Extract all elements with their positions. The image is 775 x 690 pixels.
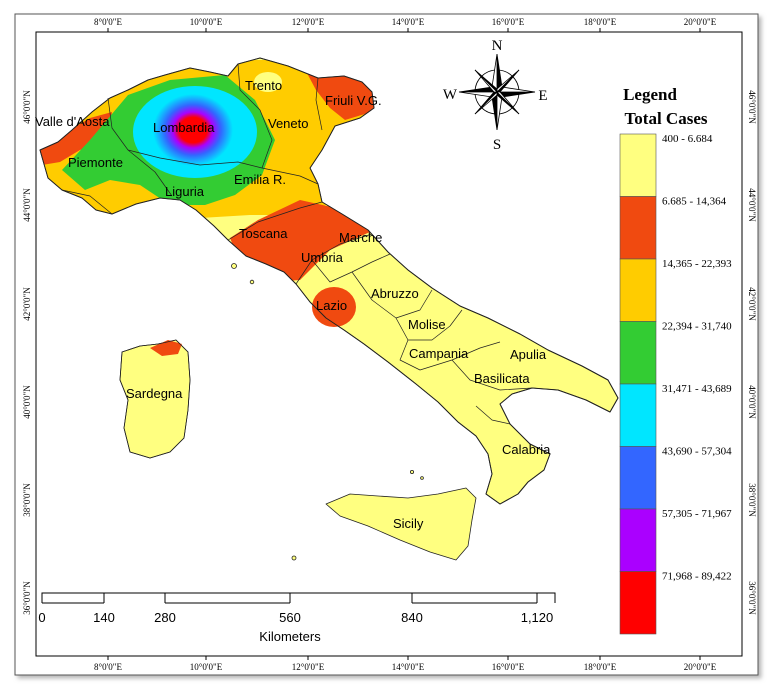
region-label: Valle d'Aosta bbox=[35, 114, 110, 129]
bottom-tick-label: 10°0'0"E bbox=[190, 662, 223, 672]
legend-swatch bbox=[619, 133, 657, 197]
compass-east: E bbox=[538, 88, 547, 104]
top-tick-label: 12°0'0"E bbox=[292, 17, 325, 27]
top-tick-label: 18°0'0"E bbox=[584, 17, 617, 27]
legend-label: 31,471 - 43,689 bbox=[662, 383, 732, 395]
left-tick-label: 38°0'0"N bbox=[22, 483, 32, 517]
right-tick-label: 42°0'0"N bbox=[747, 287, 757, 321]
graticule-ticks bbox=[107, 28, 701, 660]
compass-west: W bbox=[443, 87, 458, 103]
legend-label: 400 - 6.684 bbox=[662, 133, 713, 145]
scale-tick-label: 140 bbox=[93, 610, 115, 625]
legend-swatch bbox=[619, 571, 657, 635]
top-tick-label: 8°0'0"E bbox=[94, 17, 122, 27]
top-tick-label: 14°0'0"E bbox=[392, 17, 425, 27]
top-tick-labels: 8°0'0"E 10°0'0"E 12°0'0"E 14°0'0"E 16°0'… bbox=[94, 17, 717, 27]
region-label: Sardegna bbox=[126, 386, 183, 401]
sicily-shape bbox=[325, 487, 477, 561]
scale-bar: 0 140 280 560 840 1,120 Kilometers bbox=[38, 592, 556, 644]
legend: Legend Total Cases 400 - 6.684 6.685 - 14… bbox=[619, 85, 732, 635]
top-tick-label: 20°0'0"E bbox=[684, 17, 717, 27]
legend-label: 57,305 - 71,967 bbox=[662, 508, 732, 520]
region-label: Toscana bbox=[239, 226, 288, 241]
italy-map bbox=[39, 57, 619, 561]
scale-unit: Kilometers bbox=[259, 629, 321, 644]
right-tick-label: 40°0'0"N bbox=[747, 385, 757, 419]
legend-label: 6.685 - 14,364 bbox=[662, 196, 727, 208]
region-label: Apulia bbox=[510, 347, 547, 362]
region-label: Abruzzo bbox=[371, 286, 419, 301]
legend-swatch bbox=[619, 508, 657, 572]
region-label: Sicily bbox=[393, 516, 424, 531]
bottom-tick-labels: 8°0'0"E 10°0'0"E 12°0'0"E 14°0'0"E 16°0'… bbox=[94, 662, 717, 672]
region-label: Marche bbox=[339, 230, 382, 245]
region-label: Calabria bbox=[502, 442, 551, 457]
legend-swatch bbox=[619, 383, 657, 447]
top-tick-label: 16°0'0"E bbox=[492, 17, 525, 27]
scale-tick-label: 560 bbox=[279, 610, 301, 625]
legend-label: 14,365 - 22,393 bbox=[662, 258, 732, 270]
region-label: Trento bbox=[245, 78, 282, 93]
bottom-tick-label: 14°0'0"E bbox=[392, 662, 425, 672]
region-label: Liguria bbox=[165, 184, 205, 199]
left-tick-label: 44°0'0"N bbox=[22, 188, 32, 222]
left-tick-label: 46°0'0"N bbox=[22, 90, 32, 124]
legend-label: 43,690 - 57,304 bbox=[662, 446, 732, 458]
right-tick-label: 38°0'0"N bbox=[747, 483, 757, 517]
bottom-tick-label: 18°0'0"E bbox=[584, 662, 617, 672]
top-tick-label: 10°0'0"E bbox=[190, 17, 223, 27]
bottom-tick-label: 16°0'0"E bbox=[492, 662, 525, 672]
compass-south: S bbox=[493, 137, 501, 153]
legend-items: 400 - 6.684 6.685 - 14,364 14,365 - 22,393… bbox=[619, 133, 732, 635]
scale-tick-label: 0 bbox=[38, 610, 45, 625]
region-label: Piemonte bbox=[68, 155, 123, 170]
legend-swatch bbox=[619, 446, 657, 510]
region-labels: Valle d'Aosta Lombardia Trento Friuli V.… bbox=[35, 78, 551, 531]
bottom-tick-label: 8°0'0"E bbox=[94, 662, 122, 672]
region-label: Basilicata bbox=[474, 371, 530, 386]
legend-swatch bbox=[619, 196, 657, 260]
legend-swatch bbox=[619, 321, 657, 385]
right-tick-label: 36°0'0"N bbox=[747, 581, 757, 615]
region-label: Lombardia bbox=[153, 120, 215, 135]
legend-subtitle: Total Cases bbox=[625, 109, 708, 128]
region-label: Veneto bbox=[268, 116, 309, 131]
legend-label: 22,394 - 31,740 bbox=[662, 321, 732, 333]
region-label: Campania bbox=[409, 346, 469, 361]
bottom-tick-label: 12°0'0"E bbox=[292, 662, 325, 672]
compass-north: N bbox=[492, 38, 503, 54]
left-tick-label: 42°0'0"N bbox=[22, 287, 32, 321]
region-label: Lazio bbox=[316, 298, 347, 313]
region-label: Emilia R. bbox=[234, 172, 286, 187]
left-tick-label: 40°0'0"N bbox=[22, 385, 32, 419]
right-tick-label: 44°0'0"N bbox=[747, 188, 757, 222]
compass-icon bbox=[458, 53, 536, 131]
right-tick-labels: 46°0'0"N 44°0'0"N 42°0'0"N 40°0'0"N 38°0… bbox=[747, 90, 757, 615]
scale-tick-label: 1,120 bbox=[521, 610, 554, 625]
scale-tick-label: 840 bbox=[401, 610, 423, 625]
legend-label: 71,968 - 89,422 bbox=[662, 571, 732, 583]
legend-swatch bbox=[619, 258, 657, 322]
region-label: Umbria bbox=[301, 250, 344, 265]
region-label: Molise bbox=[408, 317, 446, 332]
scale-tick-label: 280 bbox=[154, 610, 176, 625]
legend-title: Legend bbox=[623, 85, 677, 104]
right-tick-label: 46°0'0"N bbox=[747, 90, 757, 124]
left-tick-labels: 46°0'0"N 44°0'0"N 42°0'0"N 40°0'0"N 38°0… bbox=[22, 90, 32, 615]
region-label: Friuli V.G. bbox=[325, 93, 382, 108]
left-tick-label: 36°0'0"N bbox=[22, 581, 32, 615]
bottom-tick-label: 20°0'0"E bbox=[684, 662, 717, 672]
compass-rose: N S E W bbox=[443, 38, 548, 153]
